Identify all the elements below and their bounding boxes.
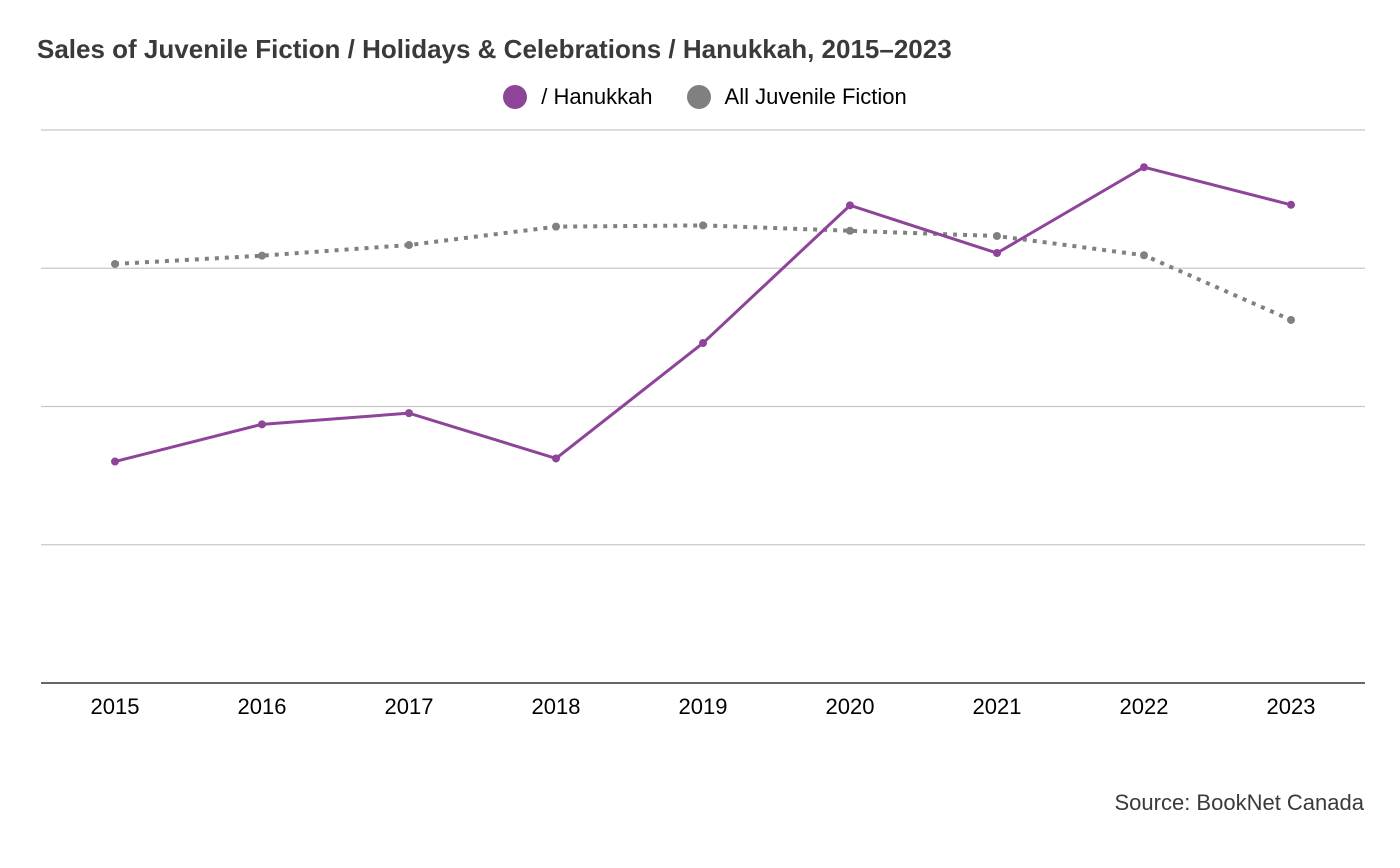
chart-legend: / Hanukkah All Juvenile Fiction [0, 84, 1400, 110]
data-point-hanukkah [993, 249, 1001, 258]
x-tick-label: 2022 [1120, 694, 1169, 719]
legend-label-all-juvenile-fiction: All Juvenile Fiction [724, 84, 907, 109]
data-point-hanukkah [699, 339, 707, 348]
data-point-all-juvenile-fiction [258, 251, 266, 260]
legend-marker-all-juvenile-fiction [686, 85, 711, 109]
data-point-all-juvenile-fiction [552, 222, 560, 231]
x-tick-label: 2020 [826, 694, 875, 719]
x-tick-label: 2016 [238, 694, 287, 719]
series-line-all-juvenile-fiction [114, 223, 1292, 322]
data-point-all-juvenile-fiction [405, 241, 413, 250]
legend-marker-hanukkah [503, 85, 528, 109]
data-point-all-juvenile-fiction [846, 226, 854, 235]
x-tick-label: 2021 [973, 694, 1022, 719]
data-point-hanukkah [1140, 163, 1148, 172]
data-point-hanukkah [552, 454, 560, 463]
data-point-all-juvenile-fiction [1140, 251, 1148, 260]
data-point-all-juvenile-fiction [111, 259, 119, 268]
legend-item-all-juvenile-fiction: All Juvenile Fiction [686, 84, 907, 110]
data-point-all-juvenile-fiction [1287, 315, 1295, 324]
data-point-hanukkah [405, 409, 413, 418]
x-tick-label: 2018 [532, 694, 581, 719]
series-line-hanukkah [113, 165, 1293, 464]
data-point-hanukkah [1287, 200, 1295, 209]
x-tick-label: 2019 [679, 694, 728, 719]
legend-item-hanukkah: / Hanukkah [503, 84, 653, 110]
legend-label-hanukkah: / Hanukkah [541, 84, 653, 109]
x-tick-label: 2015 [91, 694, 140, 719]
x-tick-label: 2023 [1267, 694, 1316, 719]
source-note: Source: BookNet Canada [1114, 790, 1365, 815]
data-point-hanukkah [846, 201, 854, 210]
data-point-all-juvenile-fiction [699, 221, 707, 230]
data-point-hanukkah [111, 457, 119, 466]
data-point-hanukkah [258, 420, 266, 429]
chart-title: Sales of Juvenile Fiction / Holidays & C… [37, 34, 952, 64]
data-point-all-juvenile-fiction [993, 232, 1001, 241]
x-tick-label: 2017 [385, 694, 434, 719]
